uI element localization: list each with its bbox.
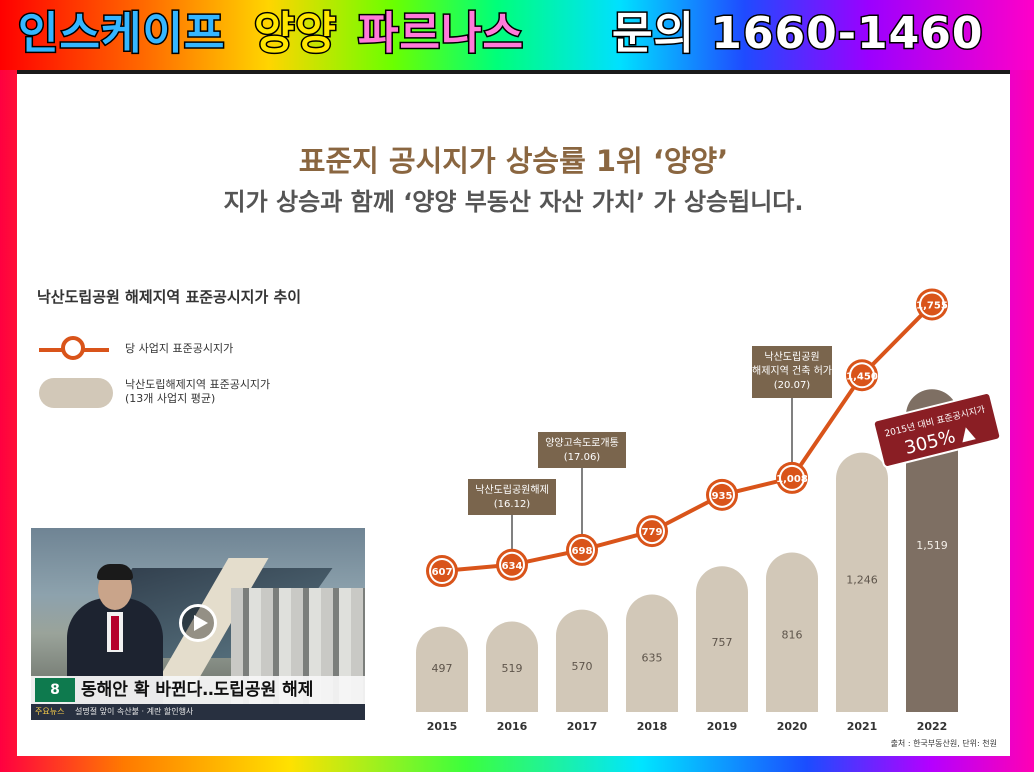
page-title: 표준지 공시지가 상승률 1위 ‘양양’ xyxy=(298,144,729,178)
bar-value-label: 816 xyxy=(782,629,803,642)
x-tick-label: 2016 xyxy=(497,720,528,733)
bar-value-label: 757 xyxy=(712,636,733,649)
line-point-core xyxy=(781,466,803,489)
page-subtitle: 지가 상승과 함께 ‘양양 부동산 자산 가치’ 가 상승됩니다. xyxy=(223,188,804,216)
bar-value-label: 497 xyxy=(432,662,453,675)
line-point-core xyxy=(431,560,453,583)
line-value-label: 1,450 xyxy=(846,371,878,382)
line-value-label: 1,755 xyxy=(916,300,948,311)
line-value-label: 1,008 xyxy=(776,474,808,485)
legend-bar-label-line1: 낙산도립해제지역 표준공시지가 xyxy=(125,378,271,391)
line-point-core xyxy=(641,520,663,543)
x-tick-label: 2018 xyxy=(637,720,668,733)
bar-2020 xyxy=(766,552,818,712)
bar-value-label: 1,519 xyxy=(916,539,948,552)
annotation-text: (16.12) xyxy=(494,499,531,510)
line-value-label: 634 xyxy=(502,561,523,572)
line-value-label: 779 xyxy=(642,527,663,538)
banner-contact[interactable]: 문의 1660-1460 xyxy=(610,7,984,61)
bar-2018 xyxy=(626,594,678,712)
callout-box xyxy=(872,392,1002,468)
banner-location: 양양 xyxy=(253,7,338,61)
bar-2016 xyxy=(486,621,538,712)
video-ticker-bar xyxy=(31,704,365,720)
x-tick-label: 2021 xyxy=(847,720,878,733)
bar-2017 xyxy=(556,609,608,712)
line-value-label: 935 xyxy=(712,491,733,502)
annotation-text: (20.07) xyxy=(774,380,811,391)
annotation-box xyxy=(468,479,556,515)
line-point-core xyxy=(851,364,873,387)
video-ticker-tag: 주요뉴스 xyxy=(35,707,65,716)
legend-title: 낙산도립공원 해제지역 표준공시지가 추이 xyxy=(37,288,302,306)
legend-bar-label: 낙산도립해제지역 표준공시지가 (13개 사업지 평균) xyxy=(125,378,270,406)
x-tick-label: 2017 xyxy=(567,720,598,733)
annotation-box xyxy=(538,432,626,468)
bar-value-label: 519 xyxy=(502,662,523,675)
video-ticker-text: 설명절 앞이 속산불 · 계란 할인행사 xyxy=(75,707,194,716)
line-value-label: 607 xyxy=(432,567,453,578)
legend-line-label: 당 사업지 표준공시지가 xyxy=(125,342,234,355)
annotation-text: (17.06) xyxy=(564,452,601,463)
annotation-text: 양양고속도로개통 xyxy=(545,437,619,449)
line-point-core xyxy=(921,293,943,316)
video-caption-bar xyxy=(31,676,365,704)
x-tick-label: 2020 xyxy=(777,720,808,733)
source-note: 출처 : 한국부동산원, 단위: 천원 xyxy=(891,738,997,748)
legend-marker-icon xyxy=(61,336,85,360)
bar-value-label: 570 xyxy=(572,660,593,673)
content-panel: 표준지 공시지가 상승률 1위 ‘양양’ 지가 상승과 함께 ‘양양 부동산 자… xyxy=(17,70,1010,756)
video-headline: 동해안 확 바뀐다‥도립공원 해제 xyxy=(81,680,314,700)
line-value-label: 698 xyxy=(572,546,593,557)
bar-2019 xyxy=(696,566,748,712)
news-video-thumbnail[interactable]: 8 동해안 확 바뀐다‥도립공원 해제 주요뉴스 설명절 앞이 속산불 · 계란… xyxy=(31,528,365,720)
video-anchor-tie xyxy=(111,616,119,650)
banner-brand: 인스케이프 xyxy=(16,7,226,61)
top-banner xyxy=(0,0,1034,70)
video-anchor-hair xyxy=(97,564,133,580)
x-tick-label: 2019 xyxy=(707,720,738,733)
line-point-core xyxy=(501,553,523,576)
x-tick-label: 2022 xyxy=(917,720,948,733)
x-tick-label: 2015 xyxy=(427,720,458,733)
annotation-text: 해제지역 건축 허가 xyxy=(752,364,832,377)
annotation-text: 낙산도립공원해제 xyxy=(475,483,549,496)
bar-value-label: 1,246 xyxy=(846,574,878,587)
bar-2021 xyxy=(836,452,888,712)
line-point-core xyxy=(711,483,733,506)
legend-bar-swatch xyxy=(39,378,113,408)
legend-bar-label-line2: (13개 사업지 평균) xyxy=(125,392,216,405)
channel-logo: 8 xyxy=(35,678,75,702)
play-icon[interactable] xyxy=(179,604,217,642)
bar-2015 xyxy=(416,626,468,712)
land-price-chart: 497 2015 519 2016 570 2017 635 2018 757 2019 816 20… xyxy=(416,288,1002,748)
bar-value-label: 635 xyxy=(642,652,663,665)
bar-2022 xyxy=(906,389,958,712)
banner-project: 파르나스 xyxy=(357,7,525,61)
line-point-core xyxy=(571,538,593,561)
annotation-box xyxy=(752,346,832,398)
annotation-text: 낙산도립공원 xyxy=(764,350,819,363)
